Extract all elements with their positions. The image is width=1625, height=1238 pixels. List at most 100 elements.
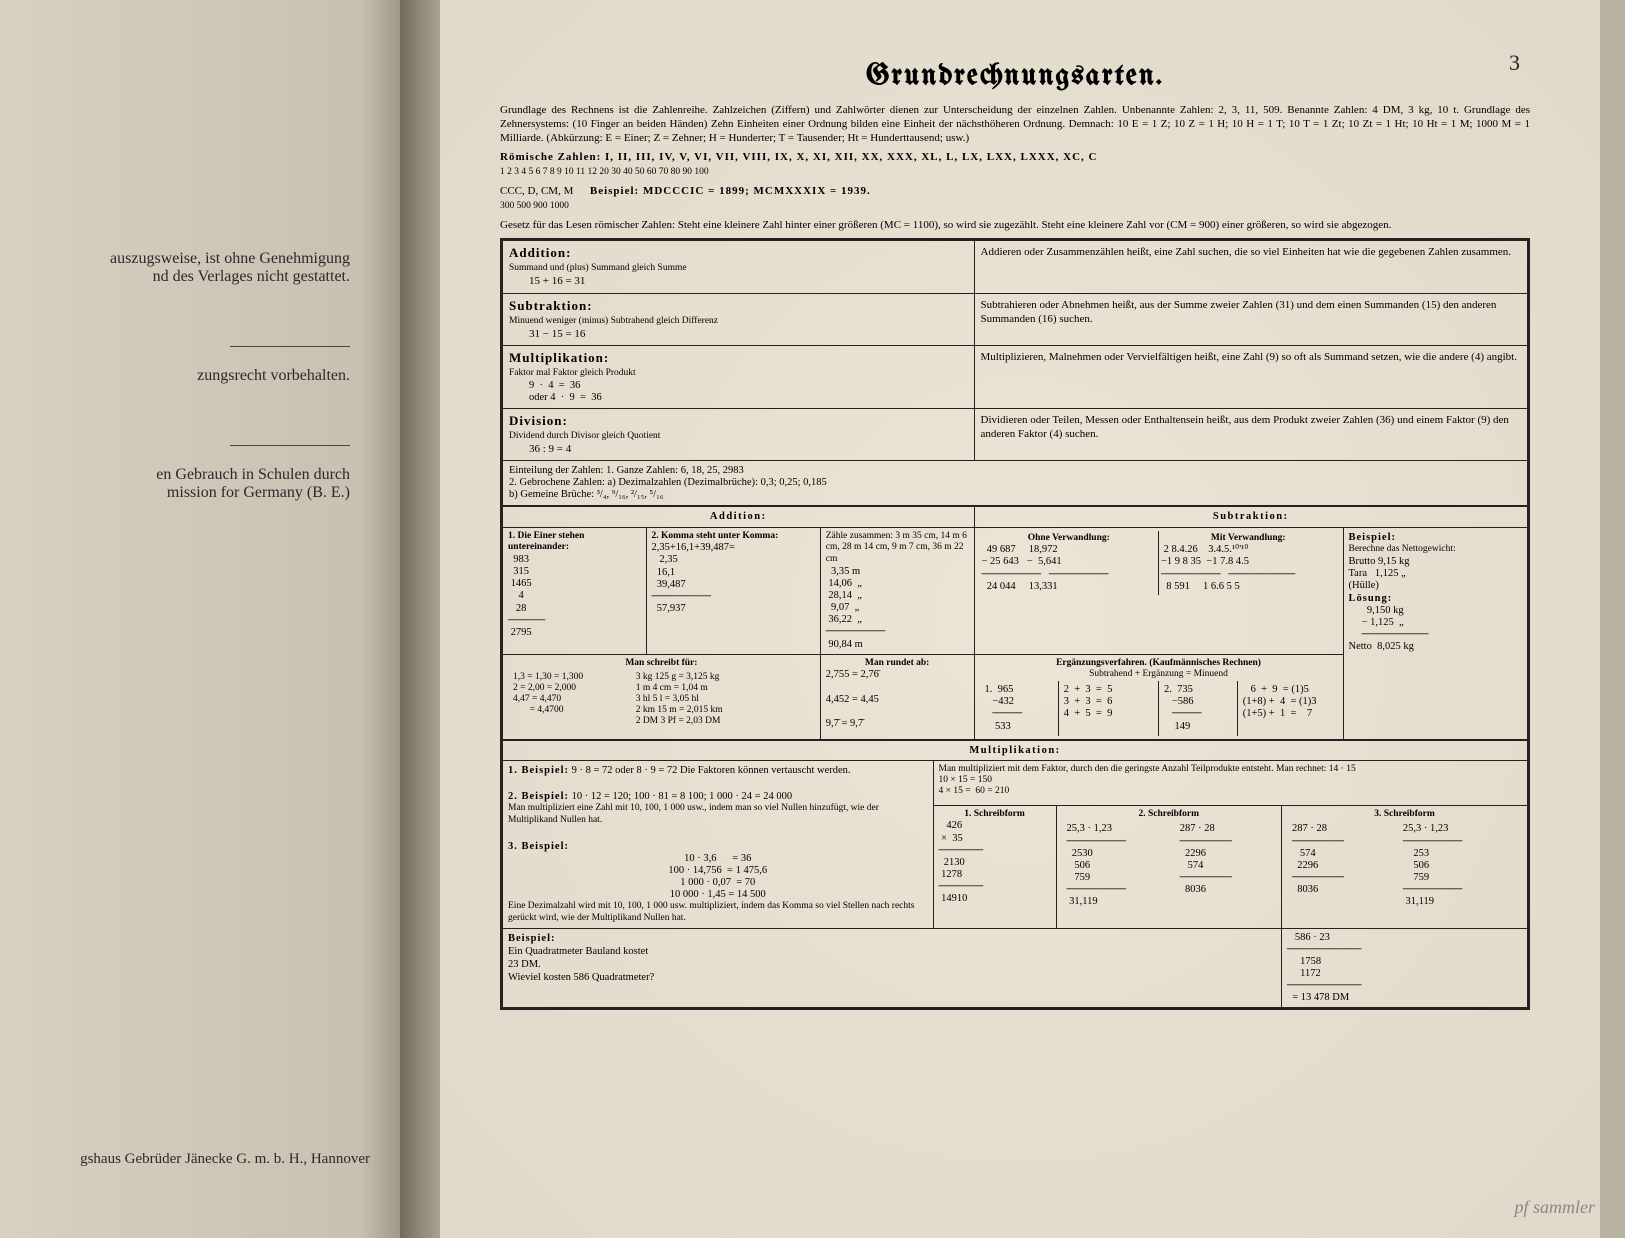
mult-sf1h: 1. Schreibform <box>939 809 1051 821</box>
op-mul-right: Multiplizieren, Malnehmen oder Vervielfä… <box>974 346 1528 408</box>
sub-r2h: Ergänzungsverfahren. (Kaufmännisches Rec… <box>980 658 1338 670</box>
intro-p3b: 300 500 900 1000 <box>500 201 569 211</box>
add-r2a: Man schreibt für: 1,3 = 1,30 = 1,300 2 =… <box>503 654 821 739</box>
page-number: 3 <box>1509 50 1520 76</box>
mult-table: Multiplikation: 1. Beispiel: 9 · 8 = 72 … <box>502 740 1528 1009</box>
add-c3v: 3,35 m 14,06 „ 28,14 „ 9,07 „ 36,22 „ ──… <box>826 566 969 650</box>
mult-bspt: Ein Quadratmeter Bauland kostet 23 DM. W… <box>508 946 654 983</box>
add-r2c: Man rundet ab: 2,755 = 2,76̄ 4,452 = 4,4… <box>820 654 974 739</box>
einteilung: Einteilung der Zahlen: 1. Ganze Zahlen: … <box>502 461 1528 506</box>
mult-bspc: 586 · 23 ────────── 1758 1172 ──────────… <box>1287 932 1522 1004</box>
add-c1h: 1. Die Einer stehen untereinander: <box>508 531 641 555</box>
op-sub-title: Subtraktion: <box>509 298 968 315</box>
left-line-4: en Gebrauch in Schulen durch <box>0 466 350 484</box>
intro-p2: Römische Zahlen: I, II, III, IV, V, VI, … <box>500 151 1097 163</box>
intro-roman2: CCC, D, CM, M Beispiel: MDCCCIC = 1899; … <box>500 185 1530 213</box>
sub-r2sub: Subtrahend + Ergänzung = Minuend <box>980 669 1338 681</box>
intro-p4: Gesetz für das Lesen römischer Zahlen: S… <box>500 219 1530 233</box>
left-rule-1 <box>230 346 350 347</box>
op-addition-left: Addition: Summand und (plus) Summand gle… <box>503 241 975 294</box>
op-sub-eq: 31 − 15 = 16 <box>509 327 968 341</box>
add-r2ch: Man rundet ab: <box>826 658 969 670</box>
add-c3h: Zähle zusammen: 3 m 35 cm, 14 m 6 cm, 28… <box>826 531 969 567</box>
add-header: Addition: <box>503 507 975 527</box>
op-add-title: Addition: <box>509 245 968 262</box>
op-sub-sub: Minuend weniger (minus) Subtrahend gleic… <box>509 315 968 327</box>
add-c1v: 983 315 1465 4 28 ───── 2795 <box>508 554 641 638</box>
op-div-title: Division: <box>509 413 968 430</box>
sub-r2c: 2. 735 −586 ──── 149 <box>1164 684 1232 732</box>
left-line-5: mission for Germany (B. E.) <box>0 484 350 502</box>
main-content-box: Addition: Summand und (plus) Summand gle… <box>500 238 1530 1010</box>
mult-b3: 10 · 3,6 = 36 100 · 14,756 = 1 475,6 1 0… <box>508 853 928 901</box>
left-text-1: auszugsweise, ist ohne Genehmigung nd de… <box>0 250 380 286</box>
mult-b2: 10 · 12 = 120; 100 · 81 = 8 100; 1 000 ·… <box>572 791 792 802</box>
mult-sf1v: 426 × 35 ────── 2130 1278 ────── 14910 <box>939 820 1051 904</box>
mult-b2t: Man multipliziert eine Zahl mit 10, 100,… <box>508 803 928 827</box>
ops-table: Addition: Summand und (plus) Summand gle… <box>502 240 1528 461</box>
intro-roman: Römische Zahlen: I, II, III, IV, V, VI, … <box>500 151 1530 179</box>
add-r2cv: 2,755 = 2,76̄ 4,452 = 4,45 9,7̄ = 9,7̄ <box>826 669 969 729</box>
sub-r3bh: Lösung: <box>1349 592 1523 605</box>
intro-p2b: 1 2 3 4 5 6 7 8 9 10 11 12 20 30 40 50 6… <box>500 167 709 177</box>
sub-r3h: Beispiel: <box>1349 531 1523 544</box>
sub-r1c1v: 49 687 18,972 − 25 643 − 5,641 ──────── … <box>982 544 1157 592</box>
sub-r1c2v: 2 8.4.26 3.4.5.¹⁰'¹⁰ −1 9 8 35 −1 7.8 4.… <box>1161 544 1336 592</box>
op-add-sub: Summand und (plus) Summand gleich Summe <box>509 262 968 274</box>
op-div-sub: Dividend durch Divisor gleich Quotient <box>509 430 968 442</box>
add-c1: 1. Die Einer stehen untereinander: 983 3… <box>503 527 647 654</box>
mult-sf2h: 2. Schreibform <box>1062 809 1277 821</box>
mult-sf2b: 287 · 28 ─────── 2296 574 ─────── 8036 <box>1180 823 1271 895</box>
add-c2h: 2. Komma steht unter Komma: <box>652 531 815 543</box>
left-rule-2 <box>230 445 350 446</box>
mult-left: 1. Beispiel: 9 · 8 = 72 oder 8 · 9 = 72 … <box>503 760 934 928</box>
add-c2: 2. Komma steht unter Komma: 2,35+16,1+39… <box>646 527 820 654</box>
mult-sf3: 3. Schreibform 287 · 28 ─────── 574 2296… <box>1282 805 1528 928</box>
add-c3: Zähle zusammen: 3 m 35 cm, 14 m 6 cm, 28… <box>820 527 974 654</box>
op-sub-right: Subtrahieren oder Abnehmen heißt, aus de… <box>974 293 1528 346</box>
sub-erg: Ergänzungsverfahren. (Kaufmännisches Rec… <box>974 654 1343 739</box>
sub-r2b: 2 + 3 = 5 3 + 3 = 6 4 + 5 = 9 <box>1064 684 1153 720</box>
left-publisher: gshaus Gebrüder Jänecke G. m. b. H., Han… <box>80 1151 370 1168</box>
left-text-2: zungsrecht vorbehalten. <box>0 367 380 385</box>
mult-right-top: Man multipliziert mit dem Faktor, durch … <box>933 760 1528 805</box>
watermark: pf sammler <box>1515 1197 1596 1218</box>
op-mul-title: Multiplikation: <box>509 350 968 367</box>
mult-sf3a: 287 · 28 ─────── 574 2296 ─────── 8036 <box>1292 823 1393 895</box>
mult-header: Multiplikation: <box>503 740 1528 760</box>
left-page: auszugsweise, ist ohne Genehmigung nd de… <box>0 0 400 1238</box>
mult-rt: Man multipliziert mit dem Faktor, durch … <box>939 764 1523 797</box>
mult-b2h: 2. Beispiel: <box>508 791 569 802</box>
op-addition-right: Addieren oder Zusammenzählen heißt, eine… <box>974 241 1528 294</box>
add-c2v: 2,35+16,1+39,487= 2,35 16,1 39,487 ─────… <box>652 542 815 614</box>
op-mul-eq: 9 · 4 = 36 oder 4 · 9 = 36 <box>509 380 968 404</box>
sub-r2a: 1. 965 −432 ──── 533 <box>985 684 1053 732</box>
intro-p3c: Beispiel: MDCCCIC = 1899; MCMXXXIX = 193… <box>590 185 871 197</box>
page-title: Grundrechnungsarten. <box>500 60 1530 92</box>
op-div-right: Dividieren oder Teilen, Messen oder Enth… <box>974 408 1528 461</box>
sub-r1c2h: Mit Verwandlung: <box>1161 533 1336 545</box>
left-text-3: en Gebrauch in Schulen durch mission for… <box>0 466 380 502</box>
mult-b1: 9 · 8 = 72 oder 8 · 9 = 72 Die Faktoren … <box>572 765 851 776</box>
left-line-3: zungsrecht vorbehalten. <box>0 367 350 385</box>
sub-r3a: Brutto 9,15 kg Tara 1,125 „ (Hülle) <box>1349 556 1523 592</box>
mult-sf1: 1. Schreibform 426 × 35 ────── 2130 1278… <box>933 805 1056 928</box>
left-line-1: auszugsweise, ist ohne Genehmigung <box>0 250 350 268</box>
mult-b1h: 1. Beispiel: <box>508 765 569 776</box>
mult-bsph: Beispiel: <box>508 933 556 944</box>
right-page: 3 Grundrechnungsarten. Grundlage des Rec… <box>440 0 1600 1238</box>
book-spine <box>400 0 440 1238</box>
intro-p3: CCC, D, CM, M <box>500 185 573 197</box>
op-add-eq: 15 + 16 = 31 <box>509 274 968 288</box>
sub-r1c1: Ohne Verwandlung: 49 687 18,972 − 25 643… <box>974 527 1343 654</box>
add-r2av: 1,3 = 1,30 = 1,300 2 = 2,00 = 2,000 4,47… <box>513 672 626 716</box>
add-r2bv: 3 kg 125 g = 3,125 kg 1 m 4 cm = 1,04 m … <box>636 672 810 727</box>
sub-r3t: Berechne das Nettogewicht: <box>1349 544 1523 556</box>
add-r2ah: Man schreibt für: <box>508 658 815 670</box>
op-div-eq: 36 : 9 = 4 <box>509 442 968 456</box>
mult-sf2: 2. Schreibform 25,3 · 1,23 ──────── 2530… <box>1056 805 1282 928</box>
left-line-2: nd des Verlages nicht gestattet. <box>0 268 350 286</box>
op-mul-left: Multiplikation: Faktor mal Faktor gleich… <box>503 346 975 408</box>
op-mul-sub: Faktor mal Faktor gleich Produkt <box>509 367 968 379</box>
op-div-left: Division: Dividend durch Divisor gleich … <box>503 408 975 461</box>
